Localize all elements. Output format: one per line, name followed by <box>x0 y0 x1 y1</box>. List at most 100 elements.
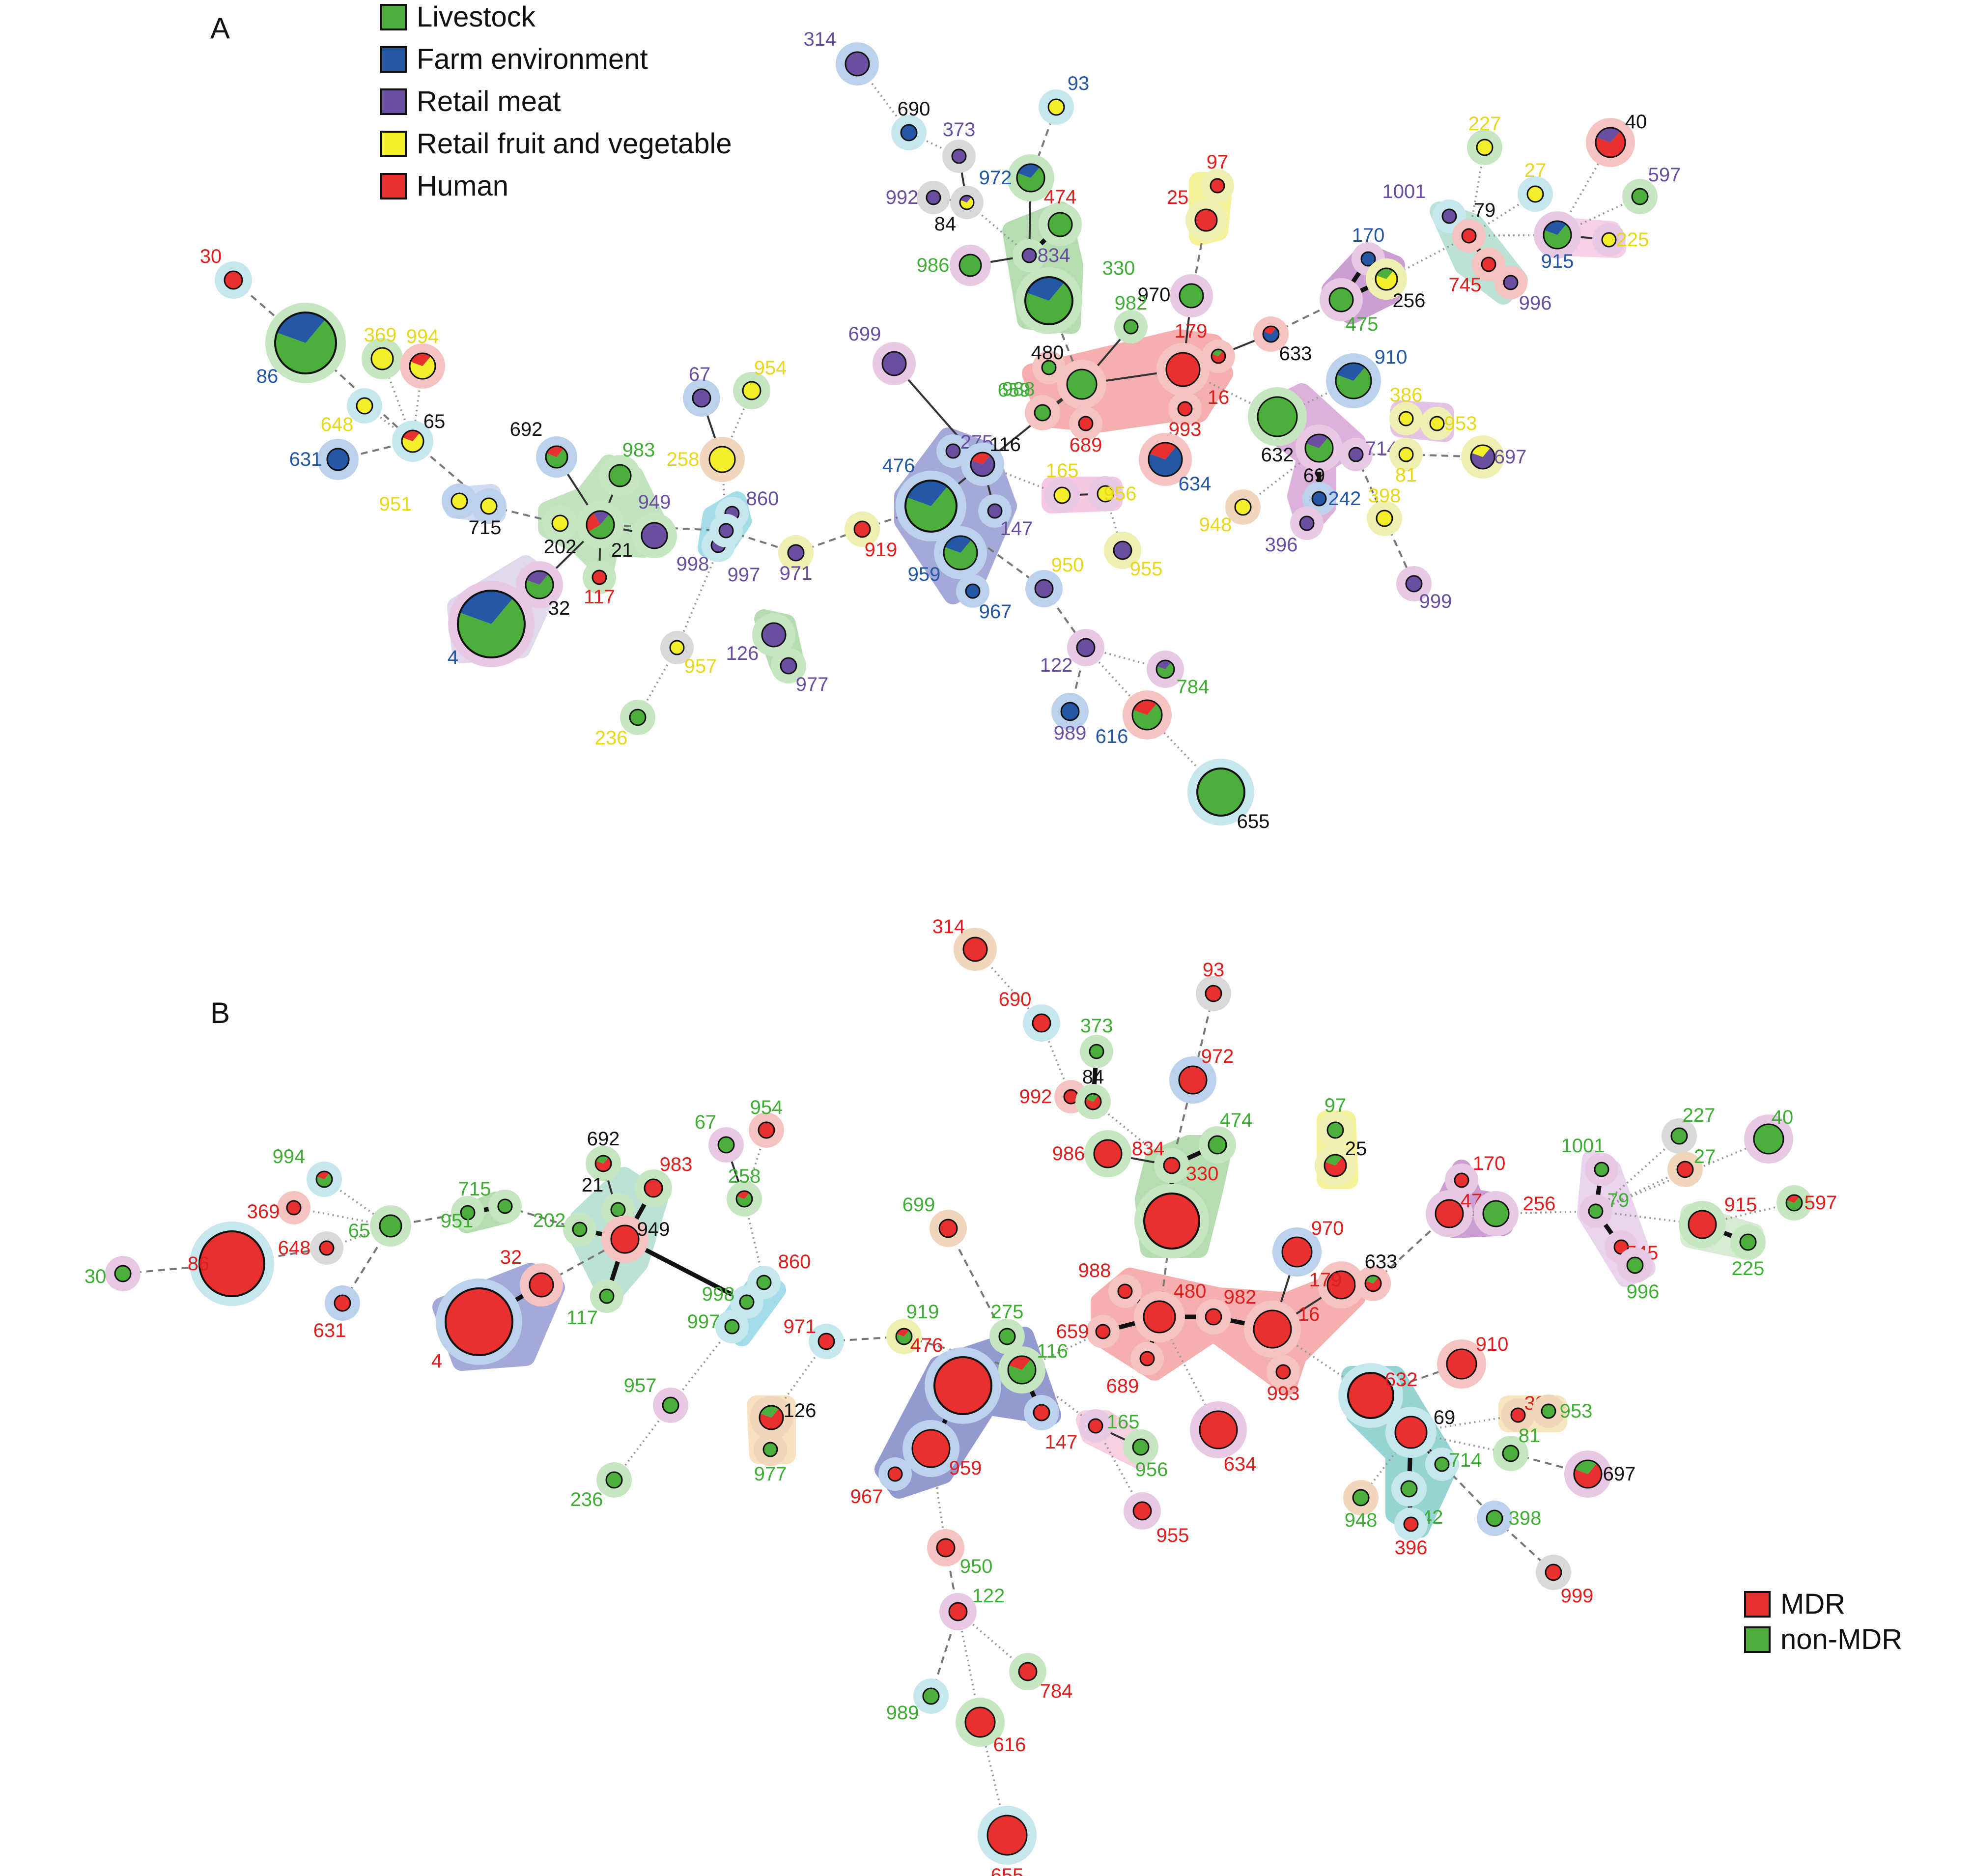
node-label: 648 <box>321 414 354 435</box>
node-outline <box>904 480 958 533</box>
panel-a: A Livestock Farm environment Retail meat Re… <box>200 1 1681 832</box>
b-node-81: 81 <box>1493 1425 1540 1471</box>
b-node-998: 998 <box>702 1283 763 1319</box>
node-label: 915 <box>1724 1194 1757 1216</box>
node-label: 988 <box>1002 378 1035 400</box>
b-node-40: 40 <box>1744 1107 1793 1164</box>
node-outline <box>1021 248 1037 263</box>
node-outline <box>1481 256 1496 272</box>
b-node-915: 915 <box>1679 1194 1757 1248</box>
node-pie-slice <box>1114 541 1131 559</box>
node-pie-slice <box>546 449 568 468</box>
b-node-948: 948 <box>1343 1480 1379 1531</box>
node-outline <box>938 1219 958 1238</box>
a-node-474: 474 <box>1039 186 1082 246</box>
b-node-126: 126 <box>750 1396 816 1439</box>
node-label: 21 <box>582 1174 604 1196</box>
node-outline <box>1179 283 1204 309</box>
b-node-616: 616 <box>956 1698 1026 1756</box>
node-label: 122 <box>1040 654 1073 676</box>
b-node-919: 919 <box>886 1301 939 1354</box>
node-label: 689 <box>1106 1375 1139 1397</box>
node-pie-slice <box>573 1222 587 1236</box>
node-label: 919 <box>865 539 898 561</box>
a-node-40: 40 <box>1586 111 1647 167</box>
b-node-227: 227 <box>1662 1105 1715 1154</box>
node-pie-slice <box>1200 1411 1237 1449</box>
node-outline <box>1163 1157 1181 1174</box>
node-label: 955 <box>1130 558 1163 580</box>
a-node-996: 996 <box>1494 266 1551 314</box>
node-label: 834 <box>1038 245 1071 266</box>
node-outline <box>1670 1127 1688 1145</box>
node-outline <box>1311 491 1327 507</box>
node-pie-slice <box>380 1215 401 1237</box>
node-pie-slice <box>1632 189 1648 204</box>
node-pie-slice <box>966 584 980 598</box>
node-outline <box>895 1328 913 1345</box>
node-label: 972 <box>979 167 1012 189</box>
node-outline <box>1299 515 1315 531</box>
node-label: 27 <box>1524 160 1547 181</box>
node-pie-slice <box>1325 1155 1343 1165</box>
node-outline <box>1178 1065 1208 1095</box>
b-node-69: 69 <box>1385 1407 1455 1458</box>
a-node-84: 84 <box>934 186 984 235</box>
b-node-84: 84 <box>1075 1066 1111 1119</box>
node-pie-slice <box>1348 1373 1393 1418</box>
node-outline <box>644 1178 663 1198</box>
node-outline <box>1510 1407 1526 1423</box>
node-pie-slice <box>663 1397 678 1413</box>
node-outline <box>1143 1300 1176 1334</box>
node-outline <box>114 1265 132 1282</box>
node-label: 480 <box>1174 1280 1207 1302</box>
a-node-745: 745 <box>1449 248 1505 296</box>
node-outline <box>724 1319 740 1335</box>
b-node-25: 25 <box>1315 1138 1367 1186</box>
node-pie-slice <box>759 1122 774 1138</box>
node-pie-slice <box>1435 1457 1449 1471</box>
node-pie-slice <box>1361 252 1375 266</box>
node-outline <box>1326 1121 1344 1139</box>
node-label: 32 <box>548 597 570 619</box>
node-pie-slice <box>760 1406 779 1418</box>
node-pie-slice <box>1430 417 1444 430</box>
node-label: 116 <box>1037 1340 1068 1362</box>
b-node-122: 122 <box>939 1585 1005 1630</box>
b-node-631: 631 <box>313 1285 360 1341</box>
b-edge <box>1595 1135 1680 1212</box>
node-label: 147 <box>1045 1431 1078 1453</box>
node-pie-slice <box>1306 434 1328 448</box>
node-outline <box>1324 1154 1347 1177</box>
node-label: 16 <box>1208 387 1230 408</box>
b-node-1001: 1001 <box>1561 1135 1618 1186</box>
node-pie-slice <box>939 1220 957 1237</box>
node-outline <box>497 1198 513 1214</box>
node-pie-slice <box>592 570 606 584</box>
node-label: 314 <box>804 28 837 50</box>
node-outline <box>1156 659 1175 679</box>
node-pie-slice <box>552 515 568 531</box>
node-pie-slice <box>1042 361 1056 374</box>
node-pie-slice <box>901 125 917 141</box>
b-node-97: 97 <box>1318 1095 1353 1148</box>
a-node-480: 480 <box>1031 342 1106 409</box>
b-node-834: 834 <box>1132 1138 1189 1183</box>
a-node-4: 4 <box>448 581 535 668</box>
a-node-951: 951 <box>379 483 477 519</box>
node-label: 996 <box>1627 1281 1660 1303</box>
node-label: 989 <box>1054 722 1087 744</box>
node-pie-slice <box>1034 1405 1049 1421</box>
node-pie-slice <box>736 1193 753 1207</box>
b-edge <box>122 1263 232 1275</box>
node-label: 971 <box>780 563 813 584</box>
a-node-715: 715 <box>469 488 507 539</box>
node-pie-slice <box>1132 704 1162 730</box>
node-outline <box>1400 1480 1418 1498</box>
source-legend-swatch <box>380 4 407 30</box>
node-label: 633 <box>1365 1251 1398 1273</box>
node-pie-slice <box>943 540 977 569</box>
a-node-957: 957 <box>660 631 717 677</box>
node-outline <box>1262 325 1280 343</box>
a-node-258: 258 <box>667 437 745 482</box>
